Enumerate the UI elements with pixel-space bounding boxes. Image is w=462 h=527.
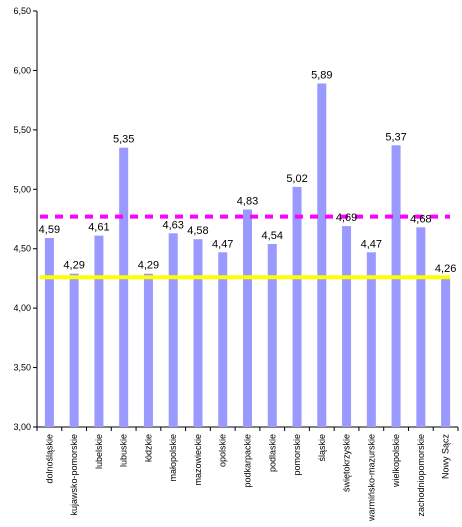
bar <box>366 252 376 427</box>
data-label: 5,89 <box>311 70 332 82</box>
data-label: 4,26 <box>435 263 456 275</box>
data-label: 4,29 <box>138 260 159 272</box>
data-label: 4,63 <box>162 219 183 231</box>
x-tick-label: śląskie <box>317 434 327 462</box>
bar <box>416 227 426 427</box>
x-tick-label: mazowieckie <box>193 434 203 486</box>
y-tick-label: 3,00 <box>13 422 31 432</box>
bar <box>243 209 252 427</box>
y-tick-label: 4,00 <box>13 303 31 313</box>
y-tick-label: 3,50 <box>13 363 31 373</box>
data-label: 4,61 <box>88 222 109 234</box>
x-tick-label: wielkopolskie <box>391 434 401 488</box>
x-tick-label: lubuskie <box>119 434 129 467</box>
y-tick-label: 6,00 <box>13 65 31 75</box>
data-label: 4,54 <box>262 230 283 242</box>
x-tick-label: Nowy Sącz <box>441 434 451 480</box>
x-tick-label: lubelskie <box>94 434 104 469</box>
bar <box>391 145 401 427</box>
bar <box>292 186 302 427</box>
data-label: 5,37 <box>385 131 406 143</box>
x-tick-label: łódzkie <box>143 434 153 462</box>
bar <box>441 277 451 427</box>
data-label: 4,68 <box>410 213 431 225</box>
data-label: 4,83 <box>237 195 258 207</box>
bar <box>218 252 228 427</box>
data-label: 4,29 <box>63 260 84 272</box>
bar <box>94 235 104 427</box>
x-tick-label: warmińsko-mazurskie <box>366 434 376 522</box>
data-label: 5,35 <box>113 134 134 146</box>
x-tick-label: małopolskie <box>168 434 178 482</box>
x-tick-label: świętokrzyskie <box>342 434 352 492</box>
data-label: 4,69 <box>336 212 357 224</box>
x-tick-label: zachodniopomorskie <box>416 434 426 517</box>
x-tick-label: opolskie <box>218 434 228 467</box>
x-tick-label: podlaskie <box>267 434 277 472</box>
y-tick-label: 5,00 <box>13 184 31 194</box>
bar <box>69 273 79 427</box>
bar <box>342 226 352 427</box>
y-tick-label: 6,50 <box>13 6 31 16</box>
x-tick-label: dolnośląskie <box>44 434 54 484</box>
y-tick-label: 4,50 <box>13 244 31 254</box>
bar <box>317 83 327 427</box>
bar <box>168 233 178 427</box>
bar <box>119 147 129 427</box>
y-tick-label: 5,50 <box>13 125 31 135</box>
data-label: 4,47 <box>212 238 233 250</box>
data-label: 4,47 <box>361 238 382 250</box>
x-tick-label: pomorskie <box>292 434 302 476</box>
x-tick-label: kujawsko-pomorskie <box>69 434 79 516</box>
x-tick-label: podkarpackie <box>243 434 253 488</box>
data-label: 4,59 <box>39 224 60 236</box>
bar <box>44 238 54 427</box>
data-label: 4,58 <box>187 225 208 237</box>
bar <box>193 239 203 427</box>
data-label: 5,02 <box>286 173 307 185</box>
bar <box>143 273 153 427</box>
bar <box>267 243 277 427</box>
